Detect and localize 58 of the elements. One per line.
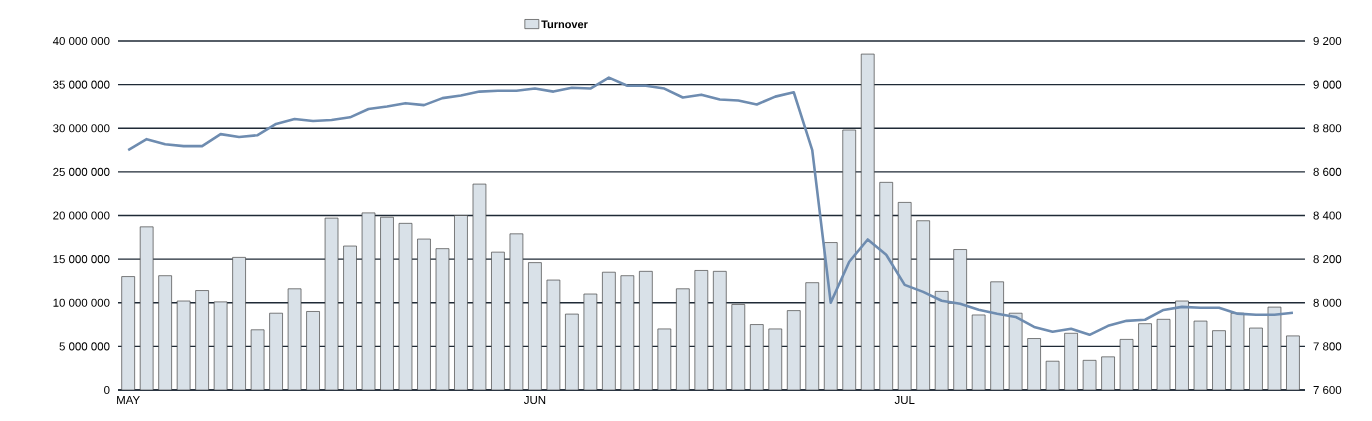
y2-tick-label: 9 000 xyxy=(1313,80,1342,89)
bar xyxy=(1064,332,1078,390)
bar xyxy=(158,275,172,390)
bar xyxy=(565,313,579,390)
y2-tick-label: 8 000 xyxy=(1313,298,1342,307)
bar xyxy=(749,324,764,390)
y2-tick-label: 7 800 xyxy=(1313,342,1342,351)
bar xyxy=(1138,323,1152,390)
y-tick-label: 10 000 000 xyxy=(53,298,110,307)
bar xyxy=(528,262,542,390)
bar xyxy=(121,276,135,390)
bar xyxy=(897,202,912,390)
bar xyxy=(768,328,783,390)
bar xyxy=(786,310,801,390)
bar xyxy=(842,129,857,390)
bar xyxy=(879,181,894,390)
bar xyxy=(602,271,616,390)
bar xyxy=(269,312,283,390)
bar xyxy=(676,288,690,390)
y2-tick-label: 8 800 xyxy=(1313,124,1342,133)
y-tick-label: 5 000 000 xyxy=(59,342,110,351)
bar xyxy=(417,238,431,390)
legend-label: Turnover xyxy=(541,20,588,29)
bar xyxy=(731,304,746,390)
bar xyxy=(805,282,820,390)
y2-tick-label: 7 600 xyxy=(1313,385,1342,395)
bar xyxy=(380,216,394,390)
bar xyxy=(694,270,709,390)
bar xyxy=(860,53,875,390)
y-tick-label: 0 xyxy=(104,385,110,395)
y2-tick-label: 9 200 xyxy=(1313,36,1342,46)
y2-tick-label: 8 400 xyxy=(1313,211,1342,220)
bar xyxy=(1212,330,1226,390)
bar xyxy=(1101,356,1115,390)
x-tick-label: JUL xyxy=(894,396,915,405)
y-tick-label: 15 000 000 xyxy=(53,255,110,264)
bar xyxy=(232,257,246,390)
bar xyxy=(195,290,209,390)
y-tick-label: 25 000 000 xyxy=(53,167,110,176)
bar xyxy=(454,215,468,390)
y-tick-label: 40 000 000 xyxy=(52,36,110,46)
y-tick-label: 35 000 000 xyxy=(53,80,110,89)
bar xyxy=(1027,338,1041,390)
bar xyxy=(1249,327,1263,390)
x-tick-label: MAY xyxy=(117,396,140,404)
line-series xyxy=(126,76,1295,337)
bar xyxy=(491,251,505,390)
y-tick-label: 30 000 000 xyxy=(53,124,110,133)
y2-tick-label: 8 200 xyxy=(1313,255,1342,264)
bar xyxy=(712,270,727,390)
bar xyxy=(306,311,320,390)
x-tick-label: JUN xyxy=(523,396,546,405)
bar xyxy=(953,249,967,390)
y-tick-label: 20 000 000 xyxy=(53,211,110,220)
bar xyxy=(343,245,357,390)
bar xyxy=(916,220,930,390)
y2-tick-label: 8 600 xyxy=(1313,167,1342,176)
bar xyxy=(639,270,653,390)
